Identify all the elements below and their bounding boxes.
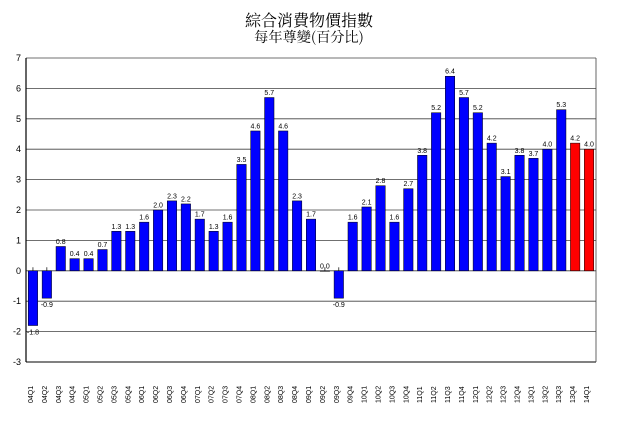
svg-text:13Q1: 13Q1 bbox=[528, 386, 535, 403]
svg-text:0.4: 0.4 bbox=[84, 251, 94, 258]
svg-text:0.0: 0.0 bbox=[320, 263, 330, 270]
svg-text:5.7: 5.7 bbox=[264, 90, 274, 97]
svg-text:11Q4: 11Q4 bbox=[459, 386, 466, 403]
svg-text:04Q2: 04Q2 bbox=[42, 386, 49, 403]
svg-text:09Q4: 09Q4 bbox=[348, 386, 355, 403]
svg-text:05Q4: 05Q4 bbox=[125, 386, 132, 403]
svg-text:3.1: 3.1 bbox=[501, 169, 511, 176]
svg-text:10Q4: 10Q4 bbox=[403, 386, 410, 403]
svg-text:2.0: 2.0 bbox=[153, 203, 163, 210]
svg-text:2: 2 bbox=[16, 205, 21, 215]
svg-text:08Q2: 08Q2 bbox=[264, 386, 271, 403]
svg-text:4.6: 4.6 bbox=[278, 123, 288, 130]
svg-text:0.8: 0.8 bbox=[56, 239, 66, 246]
svg-text:12Q2: 12Q2 bbox=[487, 386, 494, 403]
svg-text:-3: -3 bbox=[13, 357, 21, 367]
svg-text:-2: -2 bbox=[13, 327, 21, 337]
svg-text:09Q3: 09Q3 bbox=[334, 386, 341, 403]
svg-text:06Q3: 06Q3 bbox=[167, 386, 174, 403]
svg-text:04Q1: 04Q1 bbox=[28, 386, 35, 403]
svg-text:13Q4: 13Q4 bbox=[570, 386, 577, 403]
svg-text:10Q2: 10Q2 bbox=[376, 386, 383, 403]
svg-text:2.3: 2.3 bbox=[292, 193, 302, 200]
svg-text:08Q4: 08Q4 bbox=[292, 386, 299, 403]
svg-text:13Q3: 13Q3 bbox=[556, 386, 563, 403]
svg-text:4.0: 4.0 bbox=[584, 142, 594, 149]
svg-text:5.2: 5.2 bbox=[431, 105, 441, 112]
svg-text:07Q3: 07Q3 bbox=[223, 386, 230, 403]
svg-text:05Q2: 05Q2 bbox=[97, 386, 104, 403]
svg-text:1: 1 bbox=[16, 235, 21, 245]
svg-text:1.6: 1.6 bbox=[348, 215, 358, 222]
svg-text:4.0: 4.0 bbox=[542, 142, 552, 149]
svg-text:-1: -1 bbox=[13, 296, 21, 306]
svg-text:09Q2: 09Q2 bbox=[320, 386, 327, 403]
svg-text:1.6: 1.6 bbox=[139, 215, 149, 222]
svg-text:12Q1: 12Q1 bbox=[473, 386, 480, 403]
svg-text:5: 5 bbox=[16, 114, 21, 124]
svg-text:1.7: 1.7 bbox=[306, 212, 316, 219]
svg-text:4.2: 4.2 bbox=[487, 136, 497, 143]
svg-text:08Q3: 08Q3 bbox=[278, 386, 285, 403]
svg-text:06Q4: 06Q4 bbox=[181, 386, 188, 403]
svg-text:06Q1: 06Q1 bbox=[139, 386, 146, 403]
svg-text:1.6: 1.6 bbox=[223, 215, 233, 222]
svg-text:11Q2: 11Q2 bbox=[431, 386, 438, 403]
svg-text:4: 4 bbox=[16, 144, 21, 154]
svg-text:04Q3: 04Q3 bbox=[56, 386, 63, 403]
svg-text:10Q3: 10Q3 bbox=[389, 386, 396, 403]
svg-text:3.7: 3.7 bbox=[529, 151, 539, 158]
svg-text:12Q3: 12Q3 bbox=[501, 386, 508, 403]
svg-text:04Q4: 04Q4 bbox=[70, 386, 77, 403]
svg-text:2.7: 2.7 bbox=[403, 181, 413, 188]
svg-text:1.3: 1.3 bbox=[209, 224, 219, 231]
svg-text:2.3: 2.3 bbox=[167, 193, 177, 200]
svg-text:7: 7 bbox=[16, 53, 21, 63]
svg-text:-0.9: -0.9 bbox=[333, 302, 345, 309]
svg-text:0.7: 0.7 bbox=[98, 242, 108, 249]
svg-text:1.6: 1.6 bbox=[390, 215, 400, 222]
svg-text:3.5: 3.5 bbox=[237, 157, 247, 164]
svg-text:07Q4: 07Q4 bbox=[236, 386, 243, 403]
svg-text:0: 0 bbox=[16, 266, 21, 276]
svg-text:06Q2: 06Q2 bbox=[153, 386, 160, 403]
svg-text:3: 3 bbox=[16, 175, 21, 185]
svg-text:2.2: 2.2 bbox=[181, 196, 191, 203]
svg-text:5.3: 5.3 bbox=[556, 102, 566, 109]
svg-text:2.8: 2.8 bbox=[376, 178, 386, 185]
svg-text:14Q1: 14Q1 bbox=[584, 386, 591, 403]
svg-text:11Q3: 11Q3 bbox=[445, 386, 452, 403]
svg-text:09Q1: 09Q1 bbox=[306, 386, 313, 403]
svg-text:-1.8: -1.8 bbox=[27, 330, 39, 337]
svg-text:05Q1: 05Q1 bbox=[84, 386, 91, 403]
svg-text:-0.9: -0.9 bbox=[41, 302, 53, 309]
svg-text:05Q3: 05Q3 bbox=[111, 386, 118, 403]
svg-text:5.2: 5.2 bbox=[473, 105, 483, 112]
svg-text:3.8: 3.8 bbox=[515, 148, 525, 155]
svg-text:11Q1: 11Q1 bbox=[417, 386, 424, 403]
svg-text:0.4: 0.4 bbox=[70, 251, 80, 258]
svg-text:07Q1: 07Q1 bbox=[195, 386, 202, 403]
svg-text:07Q2: 07Q2 bbox=[209, 386, 216, 403]
svg-text:1.3: 1.3 bbox=[112, 224, 122, 231]
svg-text:6: 6 bbox=[16, 83, 21, 93]
svg-text:2.1: 2.1 bbox=[362, 199, 372, 206]
svg-text:5.7: 5.7 bbox=[459, 90, 469, 97]
svg-text:1.3: 1.3 bbox=[125, 224, 135, 231]
svg-text:13Q2: 13Q2 bbox=[542, 386, 549, 403]
svg-text:6.4: 6.4 bbox=[445, 69, 455, 76]
svg-text:08Q1: 08Q1 bbox=[250, 386, 257, 403]
svg-text:4.2: 4.2 bbox=[570, 136, 580, 143]
svg-text:4.6: 4.6 bbox=[251, 123, 261, 130]
svg-text:1.7: 1.7 bbox=[195, 212, 205, 219]
svg-text:3.8: 3.8 bbox=[417, 148, 427, 155]
svg-text:12Q4: 12Q4 bbox=[515, 386, 522, 403]
svg-text:10Q1: 10Q1 bbox=[362, 386, 369, 403]
